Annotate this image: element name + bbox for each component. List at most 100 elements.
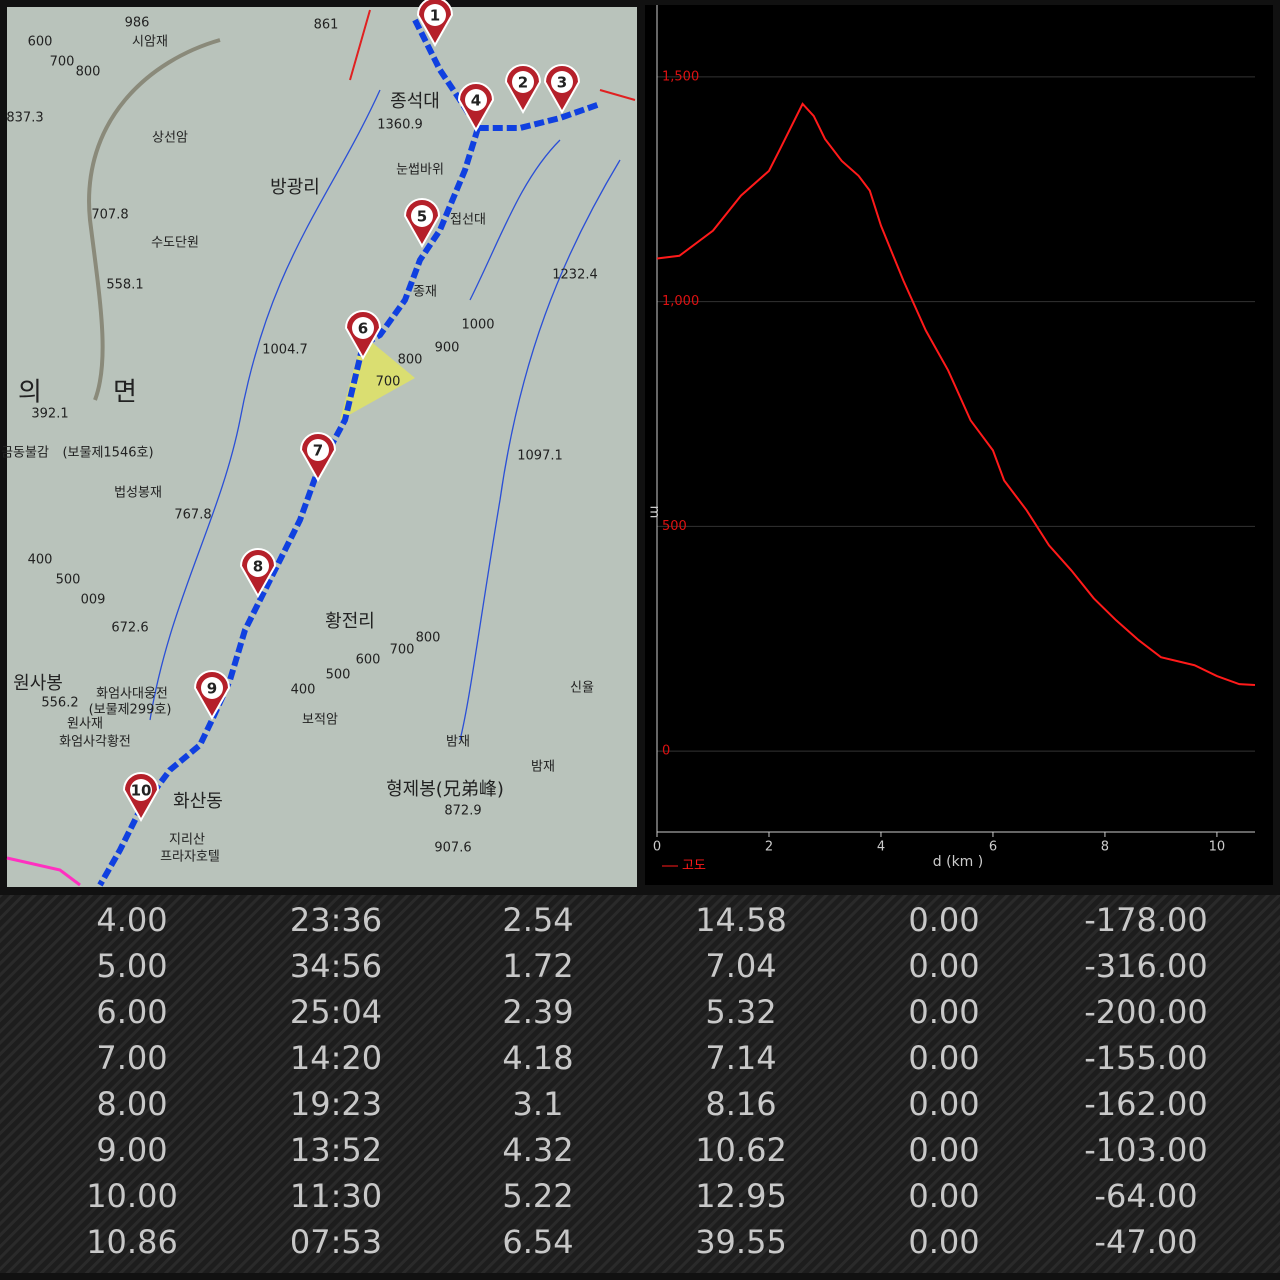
map-label: 밤재 bbox=[446, 735, 470, 750]
x-tick-label: 8 bbox=[1101, 840, 1109, 855]
table-cell: 6.00 bbox=[96, 993, 167, 1031]
map-label: 900 bbox=[435, 341, 460, 356]
marker-label: 6 bbox=[358, 320, 368, 338]
map-label: 수도단원 bbox=[151, 236, 199, 251]
table-cell: 2.39 bbox=[502, 993, 573, 1031]
map-label: 600 bbox=[356, 653, 381, 668]
map-label: 밤재 bbox=[531, 760, 555, 775]
table-cell: 0.00 bbox=[908, 1223, 979, 1261]
legend-label: 고도 bbox=[682, 859, 706, 874]
marker-label: 7 bbox=[313, 442, 323, 460]
map-label: 800 bbox=[398, 353, 423, 368]
table-cell: 10.86 bbox=[86, 1223, 178, 1261]
table-cell: -47.00 bbox=[1094, 1223, 1197, 1261]
marker-dot bbox=[424, 4, 446, 26]
table-cell: 8.16 bbox=[705, 1085, 776, 1123]
x-tick-label: 2 bbox=[765, 840, 773, 855]
table-cell: 11:30 bbox=[290, 1177, 382, 1215]
map-label: 500 bbox=[326, 668, 351, 683]
map-label: 672.6 bbox=[111, 621, 148, 636]
table-cell: 7.00 bbox=[96, 1039, 167, 1077]
table-cell: -178.00 bbox=[1084, 901, 1208, 939]
map-label: (보물제299호) bbox=[89, 703, 172, 718]
marker-label: 3 bbox=[557, 74, 567, 92]
map-label: 면 bbox=[113, 378, 137, 408]
table-cell: 0.00 bbox=[908, 901, 979, 939]
table-cell: 4.18 bbox=[502, 1039, 573, 1077]
map-label: 700 bbox=[376, 375, 401, 390]
table-cell: 12.95 bbox=[695, 1177, 787, 1215]
table-cell: -64.00 bbox=[1094, 1177, 1197, 1215]
marker-dot bbox=[201, 677, 223, 699]
table-cell: 10.62 bbox=[695, 1131, 787, 1169]
marker-dot bbox=[551, 71, 573, 93]
map-markers: 1 2 3 4 5 6 7 8 9 10 bbox=[122, 0, 581, 823]
table-cell: 5.00 bbox=[96, 947, 167, 985]
marker-dot bbox=[465, 89, 487, 111]
map-label: 837.3 bbox=[6, 111, 43, 126]
table-cell: 14:20 bbox=[290, 1039, 382, 1077]
x-tick-label: 0 bbox=[653, 840, 661, 855]
map-label: 원사봉 bbox=[13, 673, 63, 694]
map-label: 황전리 bbox=[325, 611, 375, 632]
marker-dot bbox=[307, 439, 329, 461]
table-cell: -103.00 bbox=[1084, 1131, 1208, 1169]
map-label: 1004.7 bbox=[262, 343, 308, 358]
map-label: (보물제1546호) bbox=[62, 446, 153, 461]
map-label: 767.8 bbox=[174, 508, 211, 523]
map-label: 872.9 bbox=[444, 804, 481, 819]
elevation-line bbox=[656, 102, 1256, 687]
table-cell: 34:56 bbox=[290, 947, 382, 985]
map-label: 종석대 bbox=[390, 91, 440, 112]
marker-dot bbox=[130, 779, 152, 801]
marker-label: 5 bbox=[417, 208, 427, 226]
table-cell: 13:52 bbox=[290, 1131, 382, 1169]
map-label: 화산동 bbox=[173, 791, 223, 812]
map-label: 지리산 bbox=[169, 833, 205, 848]
map-label: 707.8 bbox=[91, 208, 128, 223]
map-label: 법성봉재 bbox=[114, 486, 162, 501]
elevation-chart: 0 500 1,000 1,500 0 2 4 6 8 10 m d (km ) 고도 bbox=[647, 5, 1256, 874]
table-cell: 0.00 bbox=[908, 1131, 979, 1169]
x-axis-label: d (km ) bbox=[933, 854, 983, 870]
table-cell: 23:36 bbox=[290, 901, 382, 939]
map-label: 원사재 bbox=[67, 717, 103, 732]
marker-dot bbox=[247, 555, 269, 577]
table-cell: 14.58 bbox=[695, 901, 787, 939]
table-cell: 25:04 bbox=[290, 993, 382, 1031]
map-label: 700 bbox=[50, 55, 75, 70]
y-tick-label: 500 bbox=[662, 519, 687, 534]
map-label: 금동불감 bbox=[1, 446, 49, 461]
map-label: 프라자호텔 bbox=[160, 850, 220, 865]
table-bg bbox=[0, 895, 1280, 1273]
table-cell: 5.32 bbox=[705, 993, 776, 1031]
map-label: 700 bbox=[390, 643, 415, 658]
marker-label: 9 bbox=[207, 680, 217, 698]
map-label: 800 bbox=[76, 65, 101, 80]
marker-label: 8 bbox=[253, 558, 263, 576]
table-cell: 0.00 bbox=[908, 947, 979, 985]
map-label: 558.1 bbox=[106, 278, 143, 293]
table-cell: 8.00 bbox=[96, 1085, 167, 1123]
map-label: 보적암 bbox=[302, 713, 338, 728]
table-cell: 0.00 bbox=[908, 1085, 979, 1123]
table-cell: 2.54 bbox=[502, 901, 573, 939]
table-cell: 0.00 bbox=[908, 1039, 979, 1077]
map-label: 400 bbox=[28, 553, 53, 568]
x-tick-label: 10 bbox=[1209, 840, 1226, 855]
marker-dot bbox=[411, 205, 433, 227]
y-tick-label: 1,500 bbox=[662, 69, 699, 84]
x-tick-label: 4 bbox=[877, 840, 885, 855]
table-cell: 4.00 bbox=[96, 901, 167, 939]
map-label: 상선암 bbox=[152, 131, 188, 146]
map-label: 1360.9 bbox=[377, 118, 423, 133]
map-label: 986 bbox=[125, 16, 150, 31]
map-label: 1097.1 bbox=[517, 449, 563, 464]
map-label: 화엄사대웅전 bbox=[96, 687, 168, 702]
map-label: 형제봉(兄弟峰) bbox=[386, 779, 504, 800]
table-cell: 1.72 bbox=[502, 947, 573, 985]
road bbox=[87, 38, 221, 401]
chart-bg bbox=[645, 5, 1273, 885]
map-label: 400 bbox=[291, 683, 316, 698]
table-cell: 0.00 bbox=[908, 993, 979, 1031]
